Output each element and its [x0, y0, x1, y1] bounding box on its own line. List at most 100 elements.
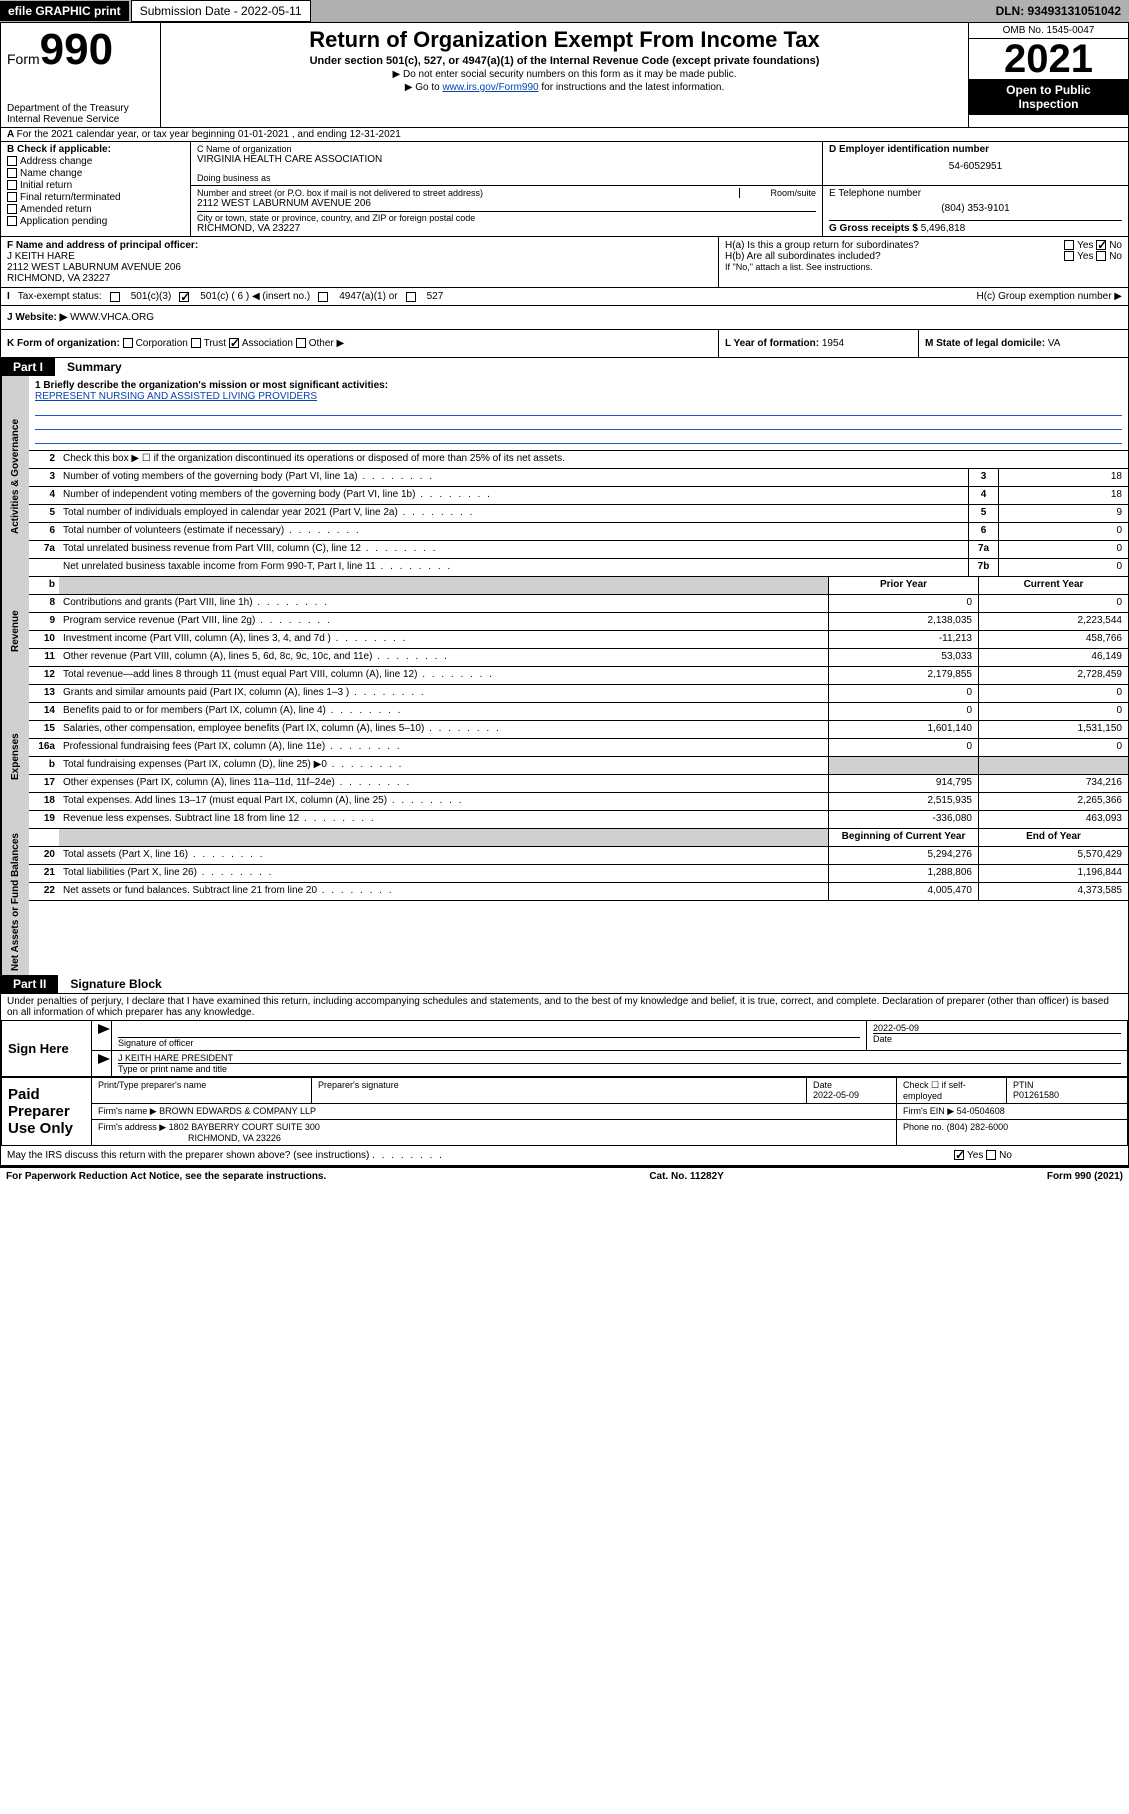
prep-name-hdr: Print/Type preparer's name — [92, 1078, 312, 1103]
header-right: OMB No. 1545-0047 2021 Open to PublicIns… — [968, 23, 1128, 127]
chk-501c[interactable] — [179, 292, 189, 302]
prep-self-emp: Check ☐ if self-employed — [897, 1078, 1007, 1103]
pen-icon — [98, 1054, 110, 1064]
form-990: Form990 Department of the Treasury Inter… — [0, 22, 1129, 1167]
line-14: 14Benefits paid to or for members (Part … — [29, 703, 1128, 721]
dept-treasury: Department of the Treasury — [7, 103, 154, 114]
sign-here-label: Sign Here — [2, 1021, 92, 1076]
section-netassets: Net Assets or Fund Balances Beginning of… — [1, 829, 1128, 975]
h-c: H(c) Group exemption number ▶ — [976, 291, 1122, 302]
row-j: J Website: ▶ WWW.VHCA.ORG — [1, 306, 1128, 330]
line-19: 19Revenue less expenses. Subtract line 1… — [29, 811, 1128, 829]
line-7b: Net unrelated business taxable income fr… — [29, 559, 1128, 577]
pycy-header: b Prior YearCurrent Year — [29, 577, 1128, 595]
line-18: 18Total expenses. Add lines 13–17 (must … — [29, 793, 1128, 811]
line-21: 21Total liabilities (Part X, line 26) 1,… — [29, 865, 1128, 883]
chk-name-change[interactable]: Name change — [7, 168, 184, 179]
form-page: Form 990 (2021) — [1047, 1171, 1123, 1182]
m-state: M State of legal domicile: VA — [918, 330, 1128, 357]
cat-no: Cat. No. 11282Y — [649, 1171, 723, 1182]
side-expenses: Expenses — [1, 685, 29, 829]
chk-initial-return[interactable]: Initial return — [7, 180, 184, 191]
line-22: 22Net assets or fund balances. Subtract … — [29, 883, 1128, 901]
sig-date: 2022-05-09 — [873, 1023, 1121, 1033]
line-8: 8Contributions and grants (Part VIII, li… — [29, 595, 1128, 613]
chk-assoc[interactable] — [229, 338, 239, 348]
firm-name: Firm's name ▶ BROWN EDWARDS & COMPANY LL… — [92, 1104, 897, 1119]
chk-application-pending[interactable]: Application pending — [7, 216, 184, 227]
officer-name: J KEITH HARE PRESIDENT — [118, 1053, 1121, 1063]
e-phone: E Telephone number(804) 353-9101 — [829, 188, 1122, 214]
line-b: bTotal fundraising expenses (Part IX, co… — [29, 757, 1128, 775]
signature-declaration: Under penalties of perjury, I declare th… — [1, 993, 1128, 1020]
header-center: Return of Organization Exempt From Incom… — [161, 23, 968, 127]
paid-preparer-label: Paid Preparer Use Only — [2, 1078, 92, 1145]
part-1-header: Part I Summary — [1, 358, 1128, 376]
line-15: 15Salaries, other compensation, employee… — [29, 721, 1128, 739]
section-governance: Activities & Governance 1 Briefly descri… — [1, 376, 1128, 577]
chk-discuss-yes[interactable] — [954, 1150, 964, 1160]
pen-icon — [98, 1024, 110, 1034]
line-a: A For the 2021 calendar year, or tax yea… — [1, 128, 1128, 142]
form-note-ssn: ▶ Do not enter social security numbers o… — [169, 69, 960, 80]
form-title: Return of Organization Exempt From Incom… — [169, 27, 960, 53]
line-3: 3Number of voting members of the governi… — [29, 469, 1128, 487]
mission-text[interactable]: REPRESENT NURSING AND ASSISTED LIVING PR… — [35, 391, 317, 402]
chk-amended-return[interactable]: Amended return — [7, 204, 184, 215]
b-label: B Check if applicable: — [7, 144, 111, 155]
g-receipts: G Gross receipts $ 5,496,818 — [829, 220, 1122, 234]
firm-phone: Phone no. (804) 282-6000 — [897, 1120, 1127, 1145]
section-revenue: Revenue b Prior YearCurrent Year 8Contri… — [1, 577, 1128, 685]
line-13: 13Grants and similar amounts paid (Part … — [29, 685, 1128, 703]
sign-here-block: Sign Here Signature of officer 2022-05-0… — [1, 1020, 1128, 1077]
top-bar: efile GRAPHIC print Submission Date - 20… — [0, 0, 1129, 22]
row-i-hc: I Tax-exempt status: 501(c)(3) 501(c) ( … — [1, 288, 1128, 306]
officer-name-label: Type or print name and title — [118, 1063, 1121, 1074]
c-name: C Name of organization VIRGINIA HEALTH C… — [191, 142, 823, 185]
part-2-header: Part II Signature Block — [1, 975, 1128, 993]
h-a: H(a) Is this a group return for subordin… — [725, 240, 1122, 251]
form-number: 990 — [40, 25, 113, 74]
line-5: 5Total number of individuals employed in… — [29, 505, 1128, 523]
chk-trust[interactable] — [191, 338, 201, 348]
paid-preparer-block: Paid Preparer Use Only Print/Type prepar… — [1, 1077, 1128, 1146]
chk-discuss-no[interactable] — [986, 1150, 996, 1160]
line-9: 9Program service revenue (Part VIII, lin… — [29, 613, 1128, 631]
chk-527[interactable] — [406, 292, 416, 302]
irs-link[interactable]: www.irs.gov/Form990 — [442, 82, 538, 93]
chk-501c3[interactable] — [110, 292, 120, 302]
line-17: 17Other expenses (Part IX, column (A), l… — [29, 775, 1128, 793]
side-netassets: Net Assets or Fund Balances — [1, 829, 29, 975]
side-governance: Activities & Governance — [1, 376, 29, 577]
line-2: 2Check this box ▶ ☐ if the organization … — [29, 451, 1128, 469]
line-4: 4Number of independent voting members of… — [29, 487, 1128, 505]
f-officer: F Name and address of principal officer:… — [1, 237, 718, 287]
chk-corp[interactable] — [123, 338, 133, 348]
officer-sig-label: Signature of officer — [118, 1037, 860, 1048]
paperwork-notice: For Paperwork Reduction Act Notice, see … — [6, 1171, 326, 1182]
line-10: 10Investment income (Part VIII, column (… — [29, 631, 1128, 649]
chk-4947[interactable] — [318, 292, 328, 302]
section-expenses: Expenses 13Grants and similar amounts pa… — [1, 685, 1128, 829]
line-7a: 7aTotal unrelated business revenue from … — [29, 541, 1128, 559]
d-ein: D Employer identification number 54-6052… — [823, 142, 1128, 185]
chk-address-change[interactable]: Address change — [7, 156, 184, 167]
h-group: H(a) Is this a group return for subordin… — [718, 237, 1128, 287]
l-year: L Year of formation: 1954 — [718, 330, 918, 357]
form-note-link: ▶ Go to www.irs.gov/Form990 for instruct… — [169, 82, 960, 93]
chk-other[interactable] — [296, 338, 306, 348]
sig-date-label: Date — [873, 1033, 1121, 1044]
discuss-row: May the IRS discuss this return with the… — [1, 1146, 1128, 1166]
line-6: 6Total number of volunteers (estimate if… — [29, 523, 1128, 541]
chk-final-return[interactable]: Final return/terminated — [7, 192, 184, 203]
line-11: 11Other revenue (Part VIII, column (A), … — [29, 649, 1128, 667]
firm-address: Firm's address ▶ 1802 BAYBERRY COURT SUI… — [92, 1120, 897, 1145]
efile-badge: efile GRAPHIC print — [0, 1, 129, 21]
irs-label: Internal Revenue Service — [7, 114, 154, 125]
row-f-h: F Name and address of principal officer:… — [1, 237, 1128, 288]
submission-date: Submission Date - 2022-05-11 — [131, 0, 311, 22]
tax-year: 2021 — [969, 39, 1128, 79]
prep-ptin: PTINP01261580 — [1007, 1078, 1127, 1103]
bocy-header: Beginning of Current YearEnd of Year — [29, 829, 1128, 847]
side-revenue: Revenue — [1, 577, 29, 685]
